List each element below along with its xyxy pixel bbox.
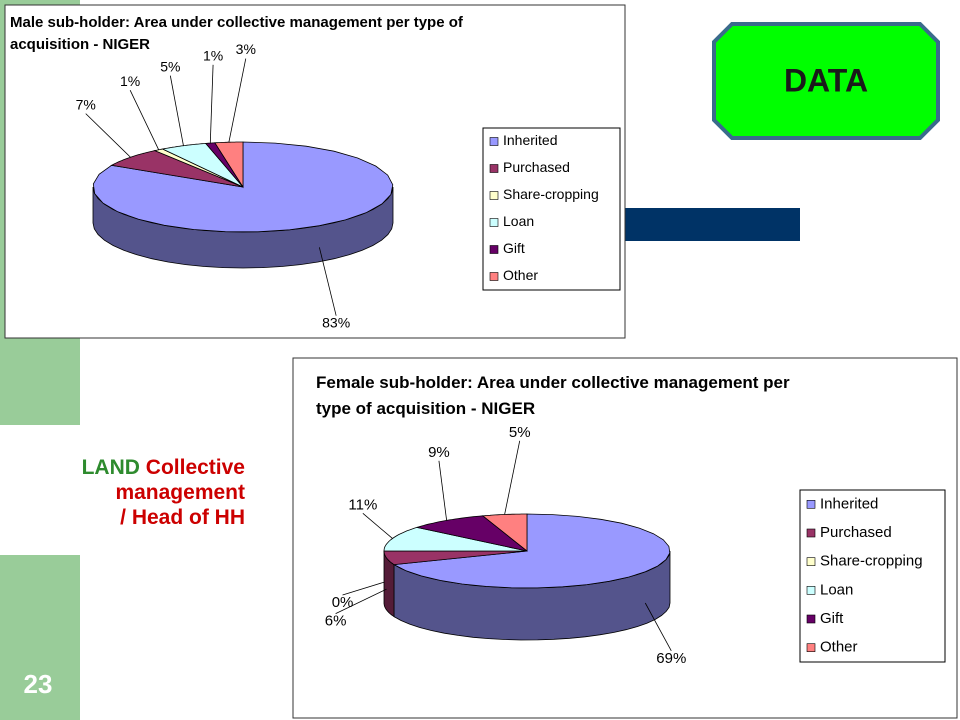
pie-slice <box>383 550 528 566</box>
pie-slice <box>383 526 528 552</box>
legend-label: Loan <box>503 213 534 229</box>
legend-box <box>799 489 946 663</box>
pie-slice <box>392 513 671 589</box>
legend-label: Gift <box>503 240 525 256</box>
side-label-part: LAND <box>81 456 140 479</box>
leader-line <box>129 90 160 150</box>
data-label: 1% <box>120 73 140 89</box>
legend-swatch <box>489 137 499 146</box>
navy-bar <box>620 208 800 241</box>
side-label-part: Collective <box>145 456 245 479</box>
chart-title: Male sub-holder: Area under collective m… <box>10 14 463 53</box>
legend-swatch <box>806 528 816 538</box>
data-label: 9% <box>428 444 450 461</box>
legend-swatch <box>489 272 499 281</box>
leader-line <box>85 113 131 158</box>
data-label: 7% <box>76 96 96 112</box>
pie-slice <box>153 148 244 188</box>
legend-swatch <box>806 643 816 652</box>
leader-line <box>644 602 672 652</box>
legend-label: Inherited <box>503 132 557 148</box>
data-label: 83% <box>322 314 350 330</box>
legend-label: Purchased <box>503 159 570 175</box>
badge-shape <box>712 22 940 140</box>
legend-swatch <box>489 164 499 173</box>
leader-line <box>342 581 385 596</box>
side-label: LAND Collective management / Head of HH <box>20 455 245 530</box>
pie-slice <box>204 142 244 188</box>
data-label: 1% <box>203 48 223 64</box>
legend-box <box>482 127 621 291</box>
side-label-part: / Head of HH <box>120 506 245 529</box>
legend-label: Purchased <box>820 524 892 541</box>
pie-slice <box>481 513 528 552</box>
leader-line <box>335 588 387 614</box>
leader-line <box>169 75 184 146</box>
data-label: 11% <box>348 496 377 513</box>
legend-swatch <box>806 586 816 595</box>
chart-title: Female sub-holder: Area under collective… <box>316 373 790 418</box>
legend-swatch <box>489 245 499 254</box>
legend-label: Gift <box>820 610 844 627</box>
legend-label: Other <box>820 639 858 656</box>
legend-swatch <box>806 557 816 566</box>
legend-swatch <box>489 218 499 227</box>
data-label: 3% <box>236 41 256 57</box>
page-number: 23 <box>24 669 53 699</box>
legend-label: Loan <box>820 581 853 598</box>
legend-label: Inherited <box>820 495 878 512</box>
data-label: 69% <box>656 650 686 667</box>
legend-label: Share-cropping <box>503 186 599 202</box>
legend-swatch <box>489 191 499 200</box>
leader-line <box>438 460 448 521</box>
legend-label: Share-cropping <box>820 553 923 570</box>
badge-text: DATA <box>784 62 868 98</box>
side-label-part: management <box>115 481 245 504</box>
leader-line <box>362 513 393 539</box>
leader-line <box>504 440 521 515</box>
data-label: 5% <box>509 424 531 441</box>
data-label: 5% <box>160 58 180 74</box>
green-bar <box>0 555 80 720</box>
legend-swatch <box>806 614 816 624</box>
data-label: 6% <box>325 613 347 630</box>
data-label: 0% <box>332 594 354 611</box>
leader-line <box>318 247 337 316</box>
legend-label: Other <box>503 267 538 283</box>
leader-line <box>209 64 214 144</box>
legend-swatch <box>806 500 816 509</box>
leader-line <box>228 58 247 143</box>
